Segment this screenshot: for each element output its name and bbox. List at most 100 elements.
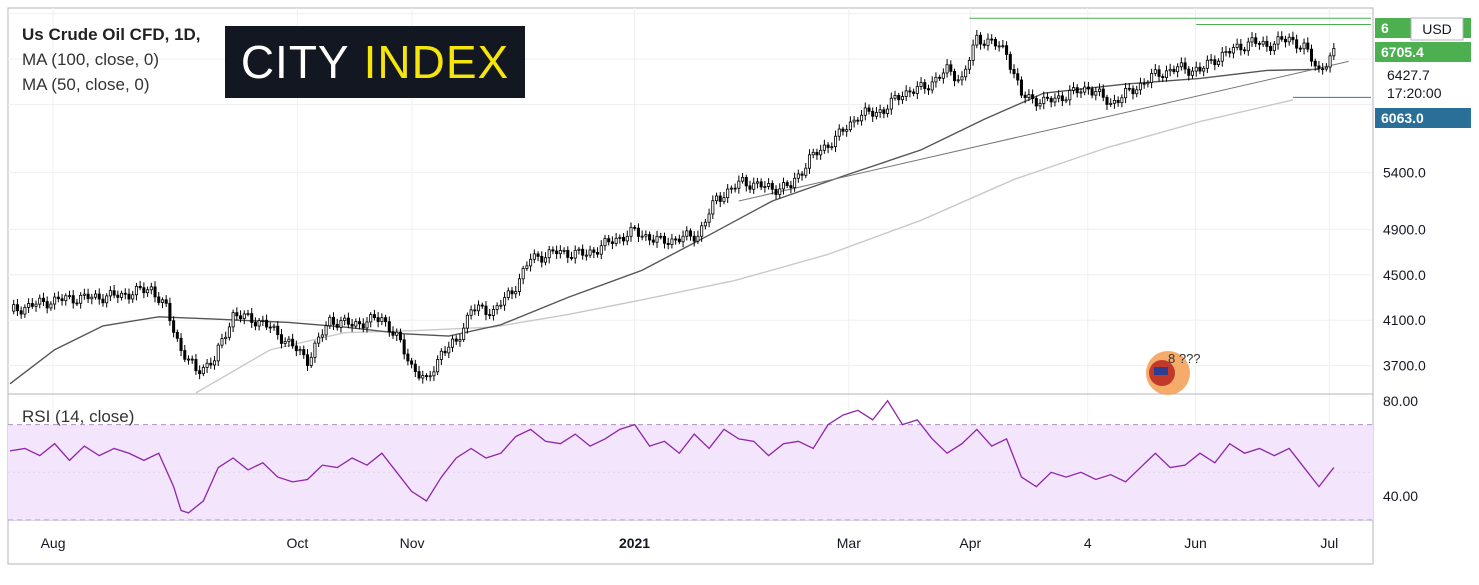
candle: [651, 239, 655, 243]
candle: [305, 354, 310, 366]
candle: [837, 128, 841, 137]
candle: [1079, 91, 1083, 94]
candle: [897, 95, 901, 101]
rsi-band: [8, 424, 1373, 520]
candle: [1075, 87, 1079, 94]
candle: [882, 109, 886, 114]
candle: [1135, 89, 1139, 95]
candle: [1027, 94, 1031, 98]
candle: [1276, 36, 1280, 45]
x-tick-label: Apr: [959, 535, 981, 551]
candle: [101, 298, 105, 304]
candle: [1161, 76, 1165, 78]
candle: [860, 114, 864, 122]
candle: [391, 331, 395, 336]
candle: [97, 293, 101, 300]
candle: [581, 248, 585, 256]
candle: [339, 320, 343, 328]
candle: [811, 151, 815, 156]
candle: [34, 303, 38, 307]
candle: [1053, 97, 1057, 103]
candle: [934, 76, 938, 83]
candle: [465, 314, 469, 329]
candle: [993, 38, 997, 47]
price-tag-resistance-bg: [1375, 42, 1471, 62]
candle: [41, 297, 45, 302]
candle: [953, 70, 957, 82]
candle: [376, 317, 380, 323]
candle: [265, 319, 269, 328]
candle: [588, 249, 592, 256]
candle: [729, 187, 733, 190]
candle: [863, 107, 867, 116]
candle: [1153, 69, 1157, 74]
candle: [1045, 96, 1050, 99]
candle: [384, 317, 388, 323]
candle: [268, 326, 272, 329]
candle: [495, 305, 499, 310]
candle: [692, 235, 696, 242]
candle: [224, 336, 228, 340]
candle: [900, 96, 904, 101]
candle: [964, 68, 968, 78]
candle: [1034, 98, 1038, 107]
candle: [558, 250, 562, 255]
candle: [335, 323, 339, 328]
candle: [1157, 69, 1161, 77]
candle: [343, 317, 347, 321]
candle: [253, 322, 257, 327]
candle: [514, 291, 518, 295]
candle: [67, 295, 72, 298]
candle: [1023, 94, 1027, 98]
candle: [644, 234, 648, 237]
candle: [763, 186, 767, 188]
candle: [331, 316, 336, 325]
candle: [1064, 99, 1068, 102]
candle: [852, 119, 856, 123]
currency-badge[interactable]: [1410, 17, 1464, 41]
candle: [1008, 54, 1012, 70]
candle: [131, 294, 135, 300]
candle: [1194, 66, 1198, 72]
candle: [291, 338, 295, 347]
candle: [94, 293, 98, 298]
candle: [1150, 73, 1154, 83]
candle: [759, 181, 763, 188]
price-tag-support-bg: [1375, 108, 1471, 128]
candle: [1001, 45, 1005, 48]
candle: [562, 249, 566, 252]
city-index-logo: CITY INDEX: [225, 26, 525, 98]
candle: [447, 346, 451, 354]
candle: [1146, 82, 1150, 85]
candle: [1109, 102, 1113, 105]
candle: [778, 188, 782, 195]
candle: [603, 238, 607, 247]
candle: [614, 237, 618, 244]
candle: [443, 350, 447, 354]
candle: [700, 225, 704, 237]
price-tick-label: 4500.0: [1383, 267, 1426, 283]
candle: [309, 356, 313, 366]
candle: [153, 286, 157, 298]
price-tick-label: 5400.0: [1383, 165, 1426, 181]
candle: [1190, 70, 1195, 76]
candle: [703, 221, 707, 227]
candle: [1246, 41, 1250, 52]
candle: [1071, 87, 1076, 91]
candle: [938, 76, 942, 79]
candle: [830, 146, 834, 149]
candle: [930, 81, 934, 91]
candle: [919, 82, 923, 87]
candle: [555, 250, 559, 255]
candle: [1280, 36, 1284, 40]
candle: [908, 90, 912, 93]
candle: [748, 185, 752, 190]
candle: [677, 238, 681, 243]
logo-index-text: INDEX: [363, 36, 510, 88]
candle: [506, 290, 510, 298]
candle: [945, 64, 949, 74]
candle: [15, 304, 19, 312]
legend-ma50: MA (50, close, 0): [22, 75, 150, 94]
candle: [75, 302, 79, 305]
